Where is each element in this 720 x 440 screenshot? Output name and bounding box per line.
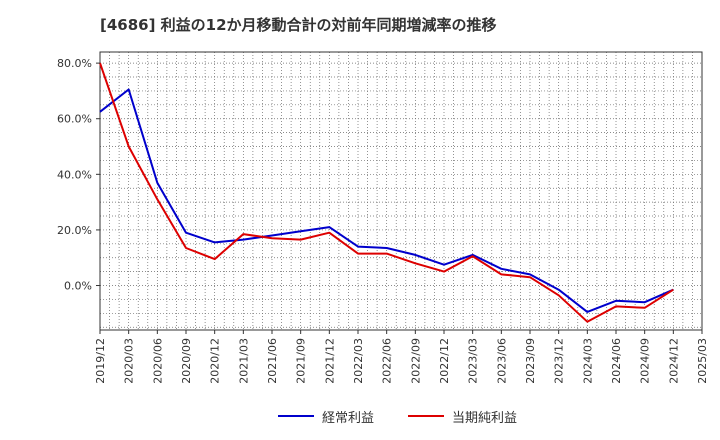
x-tick-label: 2020/06 <box>151 338 164 384</box>
x-tick-label: 2024/06 <box>610 338 623 384</box>
plot-frame <box>99 51 703 331</box>
legend-item-ordinary-profit: 経常利益 <box>278 404 374 428</box>
x-tick-label: 2019/12 <box>94 338 107 384</box>
y-tick-label: 60.0% <box>57 113 92 126</box>
legend-label-net-income: 当期純利益 <box>452 410 518 426</box>
x-tick-label: 2024/03 <box>581 338 594 384</box>
x-tick-label: 2023/06 <box>495 338 508 384</box>
y-tick-label: 80.0% <box>57 57 92 70</box>
y-tick-label: 0.0% <box>64 280 92 293</box>
y-tick-label: 20.0% <box>57 224 92 237</box>
x-tick-label: 2022/03 <box>352 338 365 384</box>
legend-label-ordinary-profit: 経常利益 <box>322 410 375 426</box>
x-tick-label: 2021/12 <box>323 338 336 384</box>
x-tick-label: 2022/12 <box>438 338 451 384</box>
series-line-net-income <box>99 62 674 323</box>
legend-swatch-net-income <box>408 415 444 417</box>
x-tick-label: 2023/12 <box>553 338 566 384</box>
series-line-ordinary-profit <box>99 88 674 313</box>
x-tick-label: 2024/09 <box>639 338 652 384</box>
chart-title: [4686] 利益の12か月移動合計の対前年同期増減率の推移 <box>100 16 497 34</box>
x-tick-label: 2021/09 <box>295 338 308 384</box>
x-tick-label: 2022/06 <box>381 338 394 384</box>
x-tick-label: 2021/03 <box>237 338 250 384</box>
x-tick-label: 2020/12 <box>209 338 222 384</box>
x-tick-label: 2024/12 <box>667 338 680 384</box>
x-tick-label: 2020/09 <box>180 338 193 384</box>
y-tick-label: 40.0% <box>57 168 92 181</box>
y-tick-labels: 0.0% 20.0% 40.0% 60.0% 80.0% <box>57 57 100 293</box>
grid <box>99 52 703 330</box>
axes <box>99 51 703 331</box>
x-tick-label: 2023/03 <box>467 338 480 384</box>
x-tick-label: 2020/03 <box>123 338 136 384</box>
x-tick-label: 2025/03 <box>696 338 709 384</box>
x-tick-label: 2022/09 <box>409 338 422 384</box>
x-tick-labels: 2019/12 2020/03 2020/06 2020/09 2020/12 2021/… <box>94 330 709 384</box>
x-tick-label: 2021/06 <box>266 338 279 384</box>
legend-swatch-ordinary-profit <box>278 415 314 417</box>
legend-item-net-income: 当期純利益 <box>408 404 517 428</box>
x-tick-label: 2023/09 <box>524 338 537 384</box>
legend: 経常利益 当期純利益 <box>0 404 720 428</box>
series-lines <box>99 62 674 323</box>
